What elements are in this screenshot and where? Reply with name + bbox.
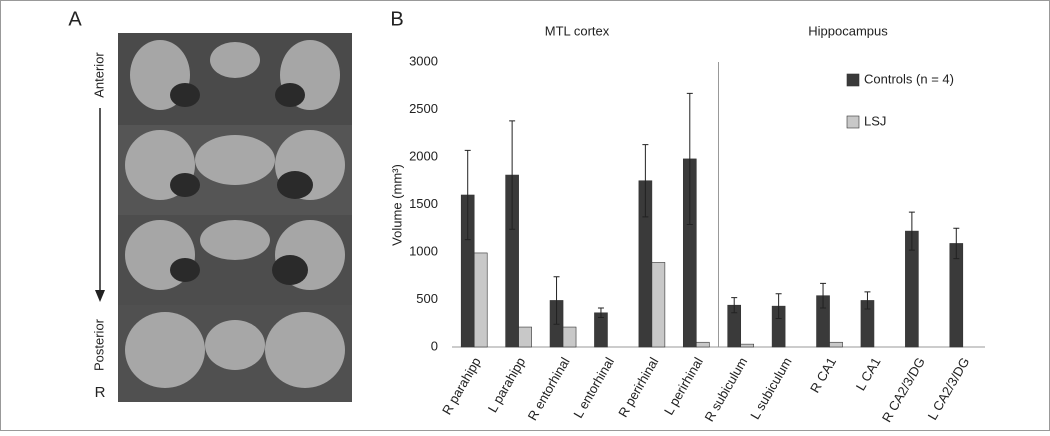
y-axis-label: Volume (mm³): [389, 164, 404, 246]
bar: [562, 326, 577, 348]
y-tick-label: 0: [431, 338, 438, 353]
y-tick-label: 2500: [409, 101, 438, 116]
bar: [473, 252, 488, 348]
legend-label: LSJ: [864, 113, 886, 128]
error-bar: [553, 276, 560, 325]
error-bar: [464, 149, 471, 241]
y-tick-label: 3000: [409, 53, 438, 68]
y-tick-label: 1500: [409, 196, 438, 211]
error-bar: [642, 144, 649, 218]
legend-swatch: [846, 115, 860, 129]
error-bar: [864, 291, 871, 310]
error-bar: [509, 120, 516, 230]
mri-slices: [118, 33, 352, 402]
bar: [740, 343, 755, 348]
section-label: MTL cortex: [545, 23, 610, 38]
legend-swatch: [846, 73, 860, 87]
bar: [518, 326, 532, 348]
error-bar: [597, 307, 604, 319]
bar: [695, 341, 710, 348]
posterior-label: Posterior: [91, 318, 106, 371]
y-tick-label: 1000: [409, 243, 438, 258]
section-label: Hippocampus: [808, 23, 888, 38]
error-bar: [775, 293, 782, 319]
side-label: R: [95, 384, 106, 401]
legend-label: Controls (n = 4): [864, 71, 954, 86]
bar: [651, 262, 666, 348]
bar: [829, 341, 843, 348]
panel-label: A: [68, 8, 82, 30]
error-bar: [686, 92, 693, 225]
arrow-head: [95, 290, 105, 302]
y-tick-label: 2000: [409, 148, 438, 163]
error-bar: [908, 211, 915, 251]
panel-label: B: [390, 8, 403, 30]
y-tick-label: 500: [416, 291, 438, 306]
error-bar: [953, 227, 960, 260]
error-bar: [820, 282, 827, 309]
error-bar: [731, 297, 738, 314]
anterior-label: Anterior: [91, 52, 106, 98]
